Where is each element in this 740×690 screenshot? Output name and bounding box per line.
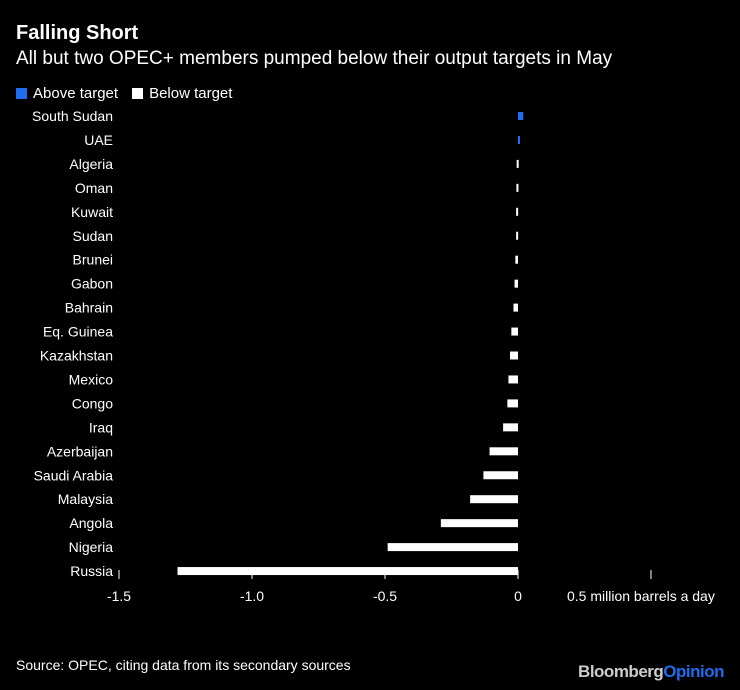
category-label: Kazakhstan xyxy=(40,348,113,364)
legend-item-below: Below target xyxy=(132,85,232,102)
bar xyxy=(387,543,518,552)
category-label: Oman xyxy=(75,180,113,196)
legend-label-below: Below target xyxy=(149,85,233,102)
x-tick-label: 0.5 million barrels a day xyxy=(567,588,715,604)
bar xyxy=(514,279,518,288)
x-tick-label: 0 xyxy=(514,588,522,604)
bar xyxy=(510,351,518,360)
category-label: Eq. Guinea xyxy=(43,324,113,340)
category-label: Bahrain xyxy=(65,300,113,316)
x-tick-label: -1.5 xyxy=(107,588,131,604)
bar xyxy=(507,399,518,408)
source-note: Source: OPEC, citing data from its secon… xyxy=(16,657,351,673)
bar xyxy=(518,135,520,144)
bar xyxy=(483,471,518,480)
bar xyxy=(518,112,524,120)
category-label: Kuwait xyxy=(71,204,113,220)
category-label: Malaysia xyxy=(58,491,113,507)
bar xyxy=(516,159,519,168)
bar xyxy=(511,327,518,336)
bar xyxy=(516,231,519,240)
category-label: Brunei xyxy=(73,252,113,268)
category-label: UAE xyxy=(84,132,113,148)
legend-swatch-above xyxy=(16,88,27,99)
bar xyxy=(177,567,518,576)
category-label: Russia xyxy=(70,563,113,579)
category-label: Saudi Arabia xyxy=(34,467,114,483)
category-label: Nigeria xyxy=(69,539,114,555)
bar xyxy=(440,519,518,528)
bar xyxy=(470,495,518,504)
category-label: Mexico xyxy=(69,371,114,387)
bar xyxy=(508,375,518,384)
bar xyxy=(516,183,519,192)
category-label: Congo xyxy=(72,395,113,411)
bar xyxy=(489,447,518,456)
bar xyxy=(503,423,518,432)
bar xyxy=(515,255,518,264)
x-tick-label: -0.5 xyxy=(373,588,397,604)
category-label: South Sudan xyxy=(32,108,113,124)
x-tick-label: -1.0 xyxy=(240,588,264,604)
bar xyxy=(516,207,519,216)
category-label: Algeria xyxy=(69,156,113,172)
logo-suffix: Opinion xyxy=(663,662,724,681)
legend-label-above: Above target xyxy=(33,85,119,102)
legend-swatch-below xyxy=(132,88,144,99)
chart-title: Falling Short xyxy=(16,22,139,44)
category-label: Angola xyxy=(69,515,113,531)
category-label: Sudan xyxy=(73,228,113,244)
bar xyxy=(513,303,518,312)
legend: Above target Below target xyxy=(16,85,232,102)
category-label: Gabon xyxy=(71,276,113,292)
chart-subtitle: All but two OPEC+ members pumped below t… xyxy=(16,48,613,69)
legend-item-above: Above target xyxy=(16,85,118,102)
bloomberg-opinion-logo: BloombergOpinion xyxy=(578,662,724,682)
logo-brand: Bloomberg xyxy=(578,662,664,681)
category-label: Azerbaijan xyxy=(47,443,113,459)
category-label: Iraq xyxy=(89,419,113,435)
